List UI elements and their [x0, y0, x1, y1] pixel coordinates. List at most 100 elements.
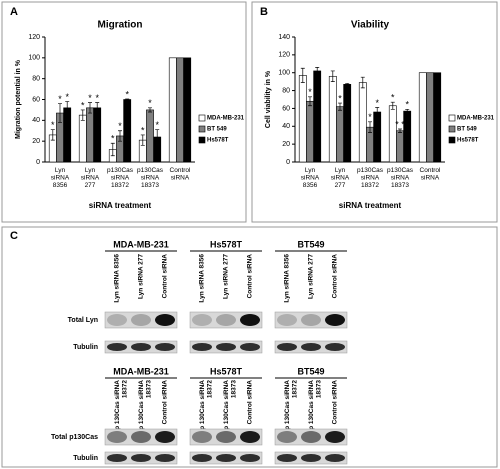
- blot-band: [301, 454, 321, 462]
- row-label: Total Lyn: [68, 317, 98, 324]
- y-tick-label: 60: [32, 96, 40, 103]
- significance-marker: *: [118, 121, 122, 131]
- y-tick-label: 0: [36, 159, 40, 166]
- blot-band: [325, 454, 345, 462]
- error-bar: [300, 67, 305, 83]
- bar: [343, 84, 352, 163]
- legend-label: MDA-MB-231: [207, 116, 245, 122]
- bar: [298, 75, 307, 163]
- error-bar: [308, 96, 312, 107]
- y-axis-label: Cell viability in %: [265, 70, 272, 128]
- error-bar: [338, 102, 342, 111]
- y-tick-label: 120: [278, 52, 290, 59]
- bar: [306, 100, 314, 163]
- error-bar: [88, 102, 92, 114]
- lane-label: Control siRNA: [332, 380, 339, 425]
- bar: [403, 110, 412, 163]
- legend-swatch: [448, 125, 456, 133]
- y-tick-label: 40: [282, 123, 290, 130]
- blot-band: [277, 314, 297, 326]
- lane-label: p 130Cas siRNA18373: [308, 380, 322, 430]
- bar: [176, 57, 184, 163]
- lane-label: p 130Cas siRNA18373: [138, 380, 152, 430]
- error-bar: [140, 134, 145, 146]
- significance-marker: *: [65, 92, 69, 102]
- error-bar: [155, 129, 160, 145]
- bar: [433, 72, 442, 163]
- significance-marker: *: [95, 93, 99, 103]
- significance-marker: *: [88, 93, 92, 103]
- x-tick-label: p130Cas siRNA 18372: [107, 167, 134, 189]
- group-label: Hs578T: [210, 239, 243, 249]
- blot-band: [107, 454, 127, 462]
- legend-swatch: [448, 114, 456, 122]
- error-bar: [330, 70, 335, 82]
- blot-band: [325, 431, 345, 443]
- lane-label: Lyn siRNA 277: [308, 254, 315, 299]
- legend-label: Hs578T: [457, 138, 479, 144]
- panel-letter: B: [260, 6, 268, 18]
- error-bar: [360, 76, 365, 89]
- bar: [168, 57, 177, 163]
- y-tick-label: 100: [28, 55, 40, 62]
- bar: [336, 106, 344, 163]
- blot-band: [107, 314, 127, 326]
- significance-marker: *: [368, 112, 372, 122]
- x-tick-label: Lyn siRNA 8356: [301, 167, 320, 189]
- y-tick-label: 80: [32, 76, 40, 83]
- legend-swatch: [198, 125, 206, 133]
- bar: [388, 105, 397, 163]
- panel-c-frame: [1, 226, 498, 468]
- significance-marker: * *: [395, 119, 405, 129]
- blot-band: [107, 343, 127, 351]
- bar: [358, 82, 367, 163]
- legend-swatch: [448, 136, 456, 144]
- error-bar: [118, 130, 122, 142]
- lane-label: Control siRNA: [162, 254, 169, 299]
- blot-band: [301, 343, 321, 351]
- chart-title: Viability: [351, 20, 390, 31]
- error-bar: [95, 102, 100, 114]
- legend-label: MDA-MB-231: [457, 116, 495, 122]
- blot-band: [301, 314, 321, 326]
- legend-label: BT 549: [457, 127, 477, 133]
- y-tick-label: 80: [282, 87, 290, 94]
- blot-band: [325, 314, 345, 326]
- blot-band: [240, 343, 260, 351]
- row-label: Tubulin: [73, 455, 98, 462]
- panel-letter: C: [10, 230, 18, 242]
- error-bar: [405, 108, 410, 114]
- error-bar: [368, 121, 372, 133]
- error-bar: [110, 142, 115, 157]
- blot-band: [240, 314, 260, 326]
- error-bar: [80, 109, 85, 121]
- error-bar: [65, 101, 70, 115]
- error-bar: [58, 103, 62, 123]
- bar: [63, 107, 72, 163]
- blot-band: [216, 431, 236, 443]
- y-tick-label: 60: [282, 105, 290, 112]
- blot-band: [155, 343, 175, 351]
- x-tick-label: Control siRNA: [170, 167, 192, 181]
- lane-label: p 130Cas siRNA18372: [284, 380, 298, 430]
- y-axis-label: Migration potential in %: [15, 59, 22, 139]
- bar: [93, 107, 102, 163]
- significance-marker: *: [148, 98, 152, 108]
- blot-band: [277, 454, 297, 462]
- blot-band: [192, 343, 212, 351]
- blot-band: [301, 431, 321, 443]
- panel-letter: A: [10, 6, 18, 18]
- x-tick-label: p130Cas siRNA 18373: [387, 167, 414, 189]
- blot-band: [192, 314, 212, 326]
- chart-title: Migration: [98, 20, 143, 31]
- blot-band: [325, 343, 345, 351]
- legend-swatch: [198, 136, 206, 144]
- blot-band: [131, 343, 151, 351]
- group-label: BT549: [297, 366, 324, 376]
- blot-band: [107, 431, 127, 443]
- y-tick-label: 140: [278, 34, 290, 41]
- bar: [86, 107, 94, 163]
- group-label: MDA-MB-231: [113, 366, 169, 376]
- group-label: Hs578T: [210, 366, 243, 376]
